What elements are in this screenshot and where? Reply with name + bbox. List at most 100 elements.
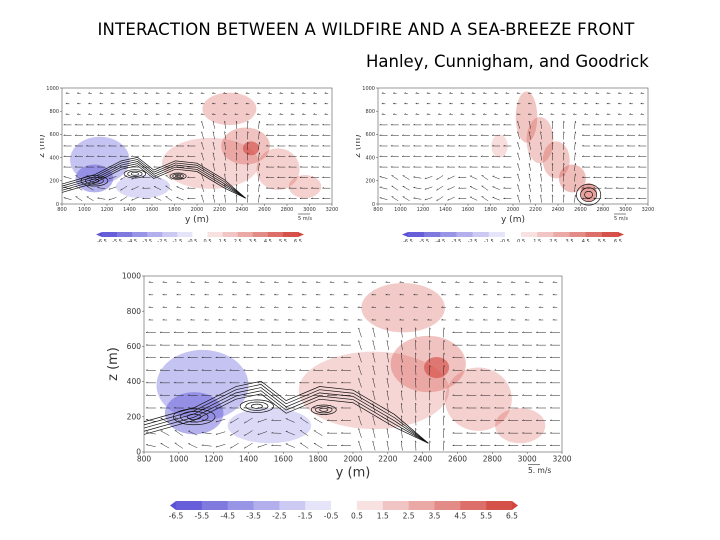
vector-arrow-head — [299, 166, 302, 168]
vector-arrow-head — [288, 134, 291, 136]
vector-arrow-head — [212, 173, 215, 176]
vector-arrow-head — [215, 381, 218, 384]
vector-arrow-head — [235, 141, 238, 144]
vector-arrow-head — [313, 113, 316, 115]
vector-arrow — [436, 185, 444, 191]
vector-arrow-head — [322, 134, 325, 136]
vector-arrow-head — [279, 92, 282, 94]
vector-arrow-head — [299, 197, 302, 199]
vector-arrow-head — [119, 155, 122, 157]
colorbar-label: -1.5 — [298, 512, 313, 521]
vector-arrow — [235, 173, 237, 182]
vector-arrow — [442, 377, 445, 388]
vector-arrow-head — [575, 163, 577, 165]
vector-arrow — [176, 186, 184, 190]
vector-arrow — [212, 163, 216, 171]
vector-arrow — [358, 365, 362, 375]
vector-arrow-head — [97, 186, 100, 188]
x-tick-label: 1600 — [146, 207, 159, 213]
vector-arrow-head — [572, 92, 575, 94]
x-tick-label: 1200 — [417, 207, 430, 213]
vector-arrow-head — [245, 102, 248, 105]
vector-arrow — [160, 417, 170, 424]
colorbar-segment — [176, 501, 203, 510]
vector-arrow-head — [187, 394, 190, 396]
vector-arrow-head — [218, 281, 221, 283]
vector-arrow-head — [435, 155, 438, 157]
vector-arrow-head — [528, 120, 531, 123]
colorbar-label: -5.5 — [419, 239, 429, 242]
vector-arrow-head — [257, 356, 260, 358]
vector-arrow-head — [257, 433, 260, 435]
vector-arrow-head — [173, 369, 176, 371]
vector-arrow-head — [343, 306, 346, 308]
vector-arrow-head — [229, 356, 232, 358]
vector-arrow-head — [551, 173, 554, 176]
vector-arrow-head — [385, 306, 388, 308]
vector-arrow-head — [144, 113, 147, 115]
vector-arrow-head — [386, 352, 389, 355]
vector-arrow-head — [469, 155, 472, 157]
colorbar-end-arrow — [298, 232, 304, 237]
figure-panel-bottom: 800 1000 1200 1400 1600 1800 2000 2200 2400 2600 2… — [100, 268, 576, 520]
vector-arrow-head — [285, 369, 288, 371]
vector-arrow-head — [424, 123, 427, 126]
vector-arrow-head — [63, 144, 66, 147]
vector-arrow-head — [63, 166, 66, 168]
vector-arrow-head — [494, 356, 497, 358]
vector-arrow — [201, 184, 205, 193]
vector-arrow-head — [271, 419, 274, 421]
vector-arrow-head — [372, 352, 375, 355]
vector-arrow-head — [201, 394, 204, 396]
vector-arrow-head — [178, 92, 181, 94]
vector-arrow-head — [266, 187, 268, 189]
vector-arrow-head — [386, 390, 389, 393]
vector-arrow-head — [243, 369, 246, 371]
vector-arrow — [235, 194, 237, 203]
vector-arrow-head — [615, 187, 618, 189]
vector-arrow-head — [224, 131, 226, 134]
vector-arrow-head — [357, 306, 360, 308]
y-tick-label: 200 — [127, 412, 142, 421]
vector-arrow-head — [441, 318, 444, 321]
vector-arrow-head — [74, 123, 77, 126]
vector-arrow-head — [415, 377, 417, 380]
vector-arrow-head — [615, 176, 618, 178]
vector-arrow — [574, 152, 576, 161]
vector-arrow-head — [466, 444, 469, 446]
vector-arrow — [551, 120, 553, 129]
vector-arrow — [258, 194, 260, 203]
negative-anomaly — [156, 349, 249, 421]
vector-arrow-head — [159, 369, 162, 371]
vector-arrow-head — [379, 166, 382, 168]
vector-arrow-head — [505, 92, 508, 94]
colorbar-label: 3.5 — [428, 512, 440, 521]
vector-arrow-head — [313, 92, 316, 94]
vector-arrow-head — [638, 197, 641, 199]
vector-arrow-head — [508, 331, 511, 333]
vector-arrow-head — [399, 293, 402, 296]
contour-eddy — [179, 411, 209, 423]
vector-arrow-head — [327, 331, 329, 333]
colorbar-label: -5.5 — [112, 239, 122, 242]
vector-arrow-head — [88, 92, 91, 94]
vector-arrow-head — [390, 155, 393, 157]
positive-anomaly — [256, 148, 300, 191]
vector-arrow — [517, 173, 521, 182]
negative-anomaly — [164, 392, 224, 435]
vector-arrow-head — [536, 331, 538, 333]
colorbar-segment — [521, 232, 538, 237]
vector-arrow-head — [247, 184, 249, 186]
vector-arrow-head — [121, 102, 124, 105]
vector-arrow-head — [341, 381, 343, 384]
vector-arrow-head — [524, 318, 527, 321]
vector-arrow-head — [427, 306, 430, 308]
colorbar-end-arrow — [618, 232, 624, 237]
vector-arrow — [224, 142, 226, 150]
colorbar-label: -2.5 — [272, 512, 287, 521]
vector-arrow — [551, 142, 553, 150]
x-tick-label: 3000 — [518, 455, 537, 464]
vector-arrow-head — [322, 176, 325, 178]
colorbar-segment — [132, 232, 148, 237]
vector-arrow-head — [582, 197, 584, 199]
